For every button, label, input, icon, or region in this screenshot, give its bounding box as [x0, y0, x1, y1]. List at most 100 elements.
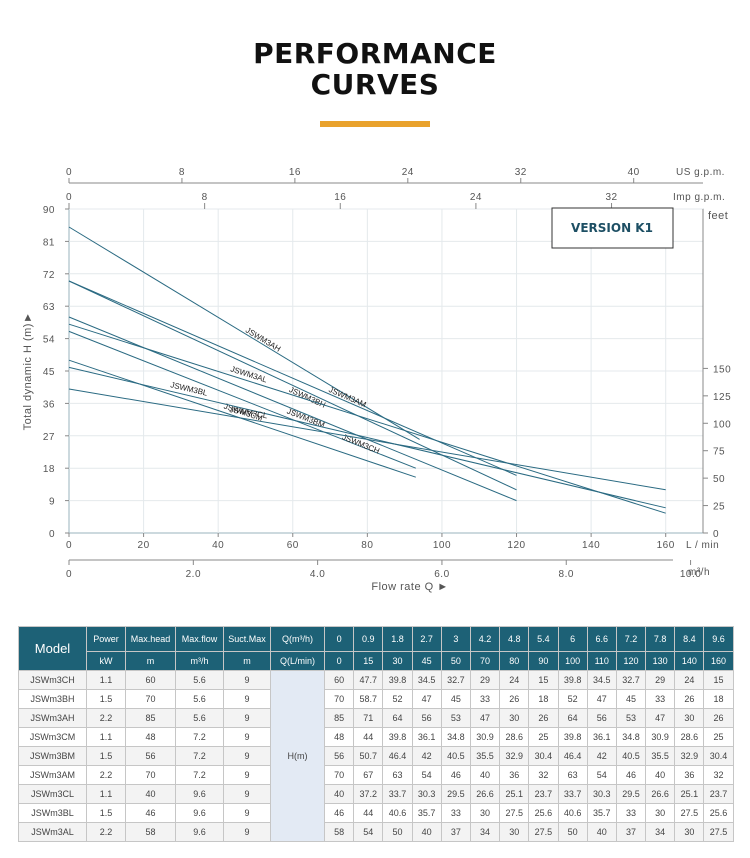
x-m3h-tick-label: 10.0: [680, 569, 701, 580]
q-m3h-value: 6: [557, 626, 588, 652]
q-m3h-value: 9.6: [703, 626, 734, 652]
q-m3h-value: 1.8: [382, 626, 413, 652]
head-value-cell: 26.6: [645, 784, 676, 804]
head-value-cell: 37: [615, 822, 647, 842]
q-lmin-value: 160: [703, 651, 734, 671]
head-value-cell: 50: [382, 822, 413, 842]
head-value-cell: 40.5: [615, 746, 647, 766]
curve-jswm3cl: [68, 388, 666, 491]
head-value-cell: 47.7: [353, 670, 384, 690]
head-value-cell: 26.6: [469, 784, 501, 804]
q-m3h-value: 5.4: [528, 626, 559, 652]
head-value-cell: 35.7: [586, 803, 617, 823]
suctmax-unit: m: [223, 651, 271, 671]
head-value-cell: 70: [323, 765, 355, 785]
model-cell: JSWm3CH: [18, 670, 87, 690]
head-value-cell: 25.1: [674, 784, 705, 804]
max-head-cell: 60: [125, 670, 176, 690]
head-value-cell: 27.5: [674, 803, 705, 823]
x-m3h-tick-label: 4.0: [310, 569, 325, 580]
head-value-cell: 64: [382, 708, 413, 728]
head-value-cell: 32.9: [674, 746, 705, 766]
x-unit-lmin: L / min: [686, 540, 719, 551]
y-axis-label: Total dynamic H (m)►: [22, 312, 34, 431]
y2-tick-label: 150: [713, 364, 731, 375]
y2-unit-label: feet: [708, 210, 728, 222]
q-lmin-value: 120: [615, 651, 647, 671]
head-value-cell: 26: [499, 689, 530, 709]
y-tick-label: 63: [43, 302, 55, 313]
table-row: JSWm3AL 2.2 58 9.6 9 58 54 50 40 37 34 30 27.5 50 40 37…: [18, 822, 734, 842]
head-value-cell: 40.6: [557, 803, 588, 823]
x-imp-tick-label: 0: [66, 192, 72, 203]
h-unit-label: H(m): [270, 670, 325, 842]
head-value-cell: 30.3: [586, 784, 617, 804]
head-value-cell: 39.8: [557, 727, 588, 747]
q-m3h-value: 4.8: [499, 626, 530, 652]
q-lmin-value: 100: [557, 651, 588, 671]
head-value-cell: 30: [645, 803, 676, 823]
head-value-cell: 40: [586, 822, 617, 842]
max-head-cell: 46: [125, 803, 176, 823]
head-value-cell: 39.8: [382, 670, 413, 690]
y2-tick-label: 50: [713, 474, 725, 485]
head-value-cell: 25.6: [528, 803, 559, 823]
head-value-cell: 37.2: [353, 784, 384, 804]
head-value-cell: 48: [323, 727, 355, 747]
x-tick-label: 100: [433, 540, 451, 551]
power-cell: 1.1: [86, 784, 126, 804]
head-value-cell: 40.6: [382, 803, 413, 823]
suct-max-cell: 9: [223, 803, 271, 823]
q-lmin-value: 130: [645, 651, 676, 671]
title-line-1: PERFORMANCE: [253, 37, 497, 70]
head-value-cell: 44: [353, 803, 384, 823]
head-value-cell: 85: [323, 708, 355, 728]
curve-jswm3am: [68, 280, 517, 476]
head-value-cell: 39.8: [557, 670, 588, 690]
head-value-cell: 35.5: [645, 746, 676, 766]
head-value-cell: 70: [323, 689, 355, 709]
head-value-cell: 47: [411, 689, 442, 709]
performance-chart: 0 9 18 27 36 45 54 63 72 81 90 Total dynamic H (m)►…: [22, 167, 731, 593]
power-cell: 1.5: [86, 746, 126, 766]
head-value-cell: 45: [440, 689, 471, 709]
power-cell: 2.2: [86, 708, 126, 728]
max-head-cell: 40: [125, 784, 176, 804]
head-value-cell: 36: [499, 765, 530, 785]
head-value-cell: 53: [615, 708, 647, 728]
head-value-cell: 54: [411, 765, 442, 785]
x-tick-label: 160: [657, 540, 675, 551]
maxflow-header: Max.flow: [175, 626, 224, 652]
head-value-cell: 50.7: [353, 746, 384, 766]
head-value-cell: 29.5: [440, 784, 471, 804]
q-lmin-value: 140: [674, 651, 705, 671]
head-value-cell: 18: [528, 689, 559, 709]
head-value-cell: 28.6: [499, 727, 530, 747]
title-underline: [320, 121, 430, 127]
head-value-cell: 63: [557, 765, 588, 785]
version-box: [551, 207, 674, 249]
x-imp-tick-label: 32: [605, 192, 617, 203]
head-value-cell: 47: [469, 708, 501, 728]
curve-jswm3bl: [68, 366, 666, 509]
max-head-cell: 70: [125, 765, 176, 785]
head-value-cell: 36.1: [411, 727, 442, 747]
max-flow-cell: 9.6: [175, 822, 224, 842]
q-m3h-value: 4.2: [469, 626, 501, 652]
curve-jswm3bm: [68, 330, 416, 469]
head-value-cell: 27.5: [528, 822, 559, 842]
q-m3h-value: 7.8: [645, 626, 676, 652]
head-value-cell: 32.7: [440, 670, 471, 690]
performance-table: Model Power Max.head Max.flow Suct.Max Q…: [18, 626, 734, 842]
head-value-cell: 30.4: [528, 746, 559, 766]
y2-tick-label: 100: [713, 419, 731, 430]
y-tick-label: 0: [49, 529, 55, 540]
model-cell: JSWm3AL: [18, 822, 87, 842]
head-value-cell: 42: [586, 746, 617, 766]
q-m3h-value: 2.7: [411, 626, 442, 652]
head-value-cell: 15: [528, 670, 559, 690]
head-value-cell: 27.5: [499, 803, 530, 823]
head-value-cell: 37: [440, 822, 471, 842]
head-value-cell: 58: [323, 822, 355, 842]
max-head-cell: 58: [125, 822, 176, 842]
